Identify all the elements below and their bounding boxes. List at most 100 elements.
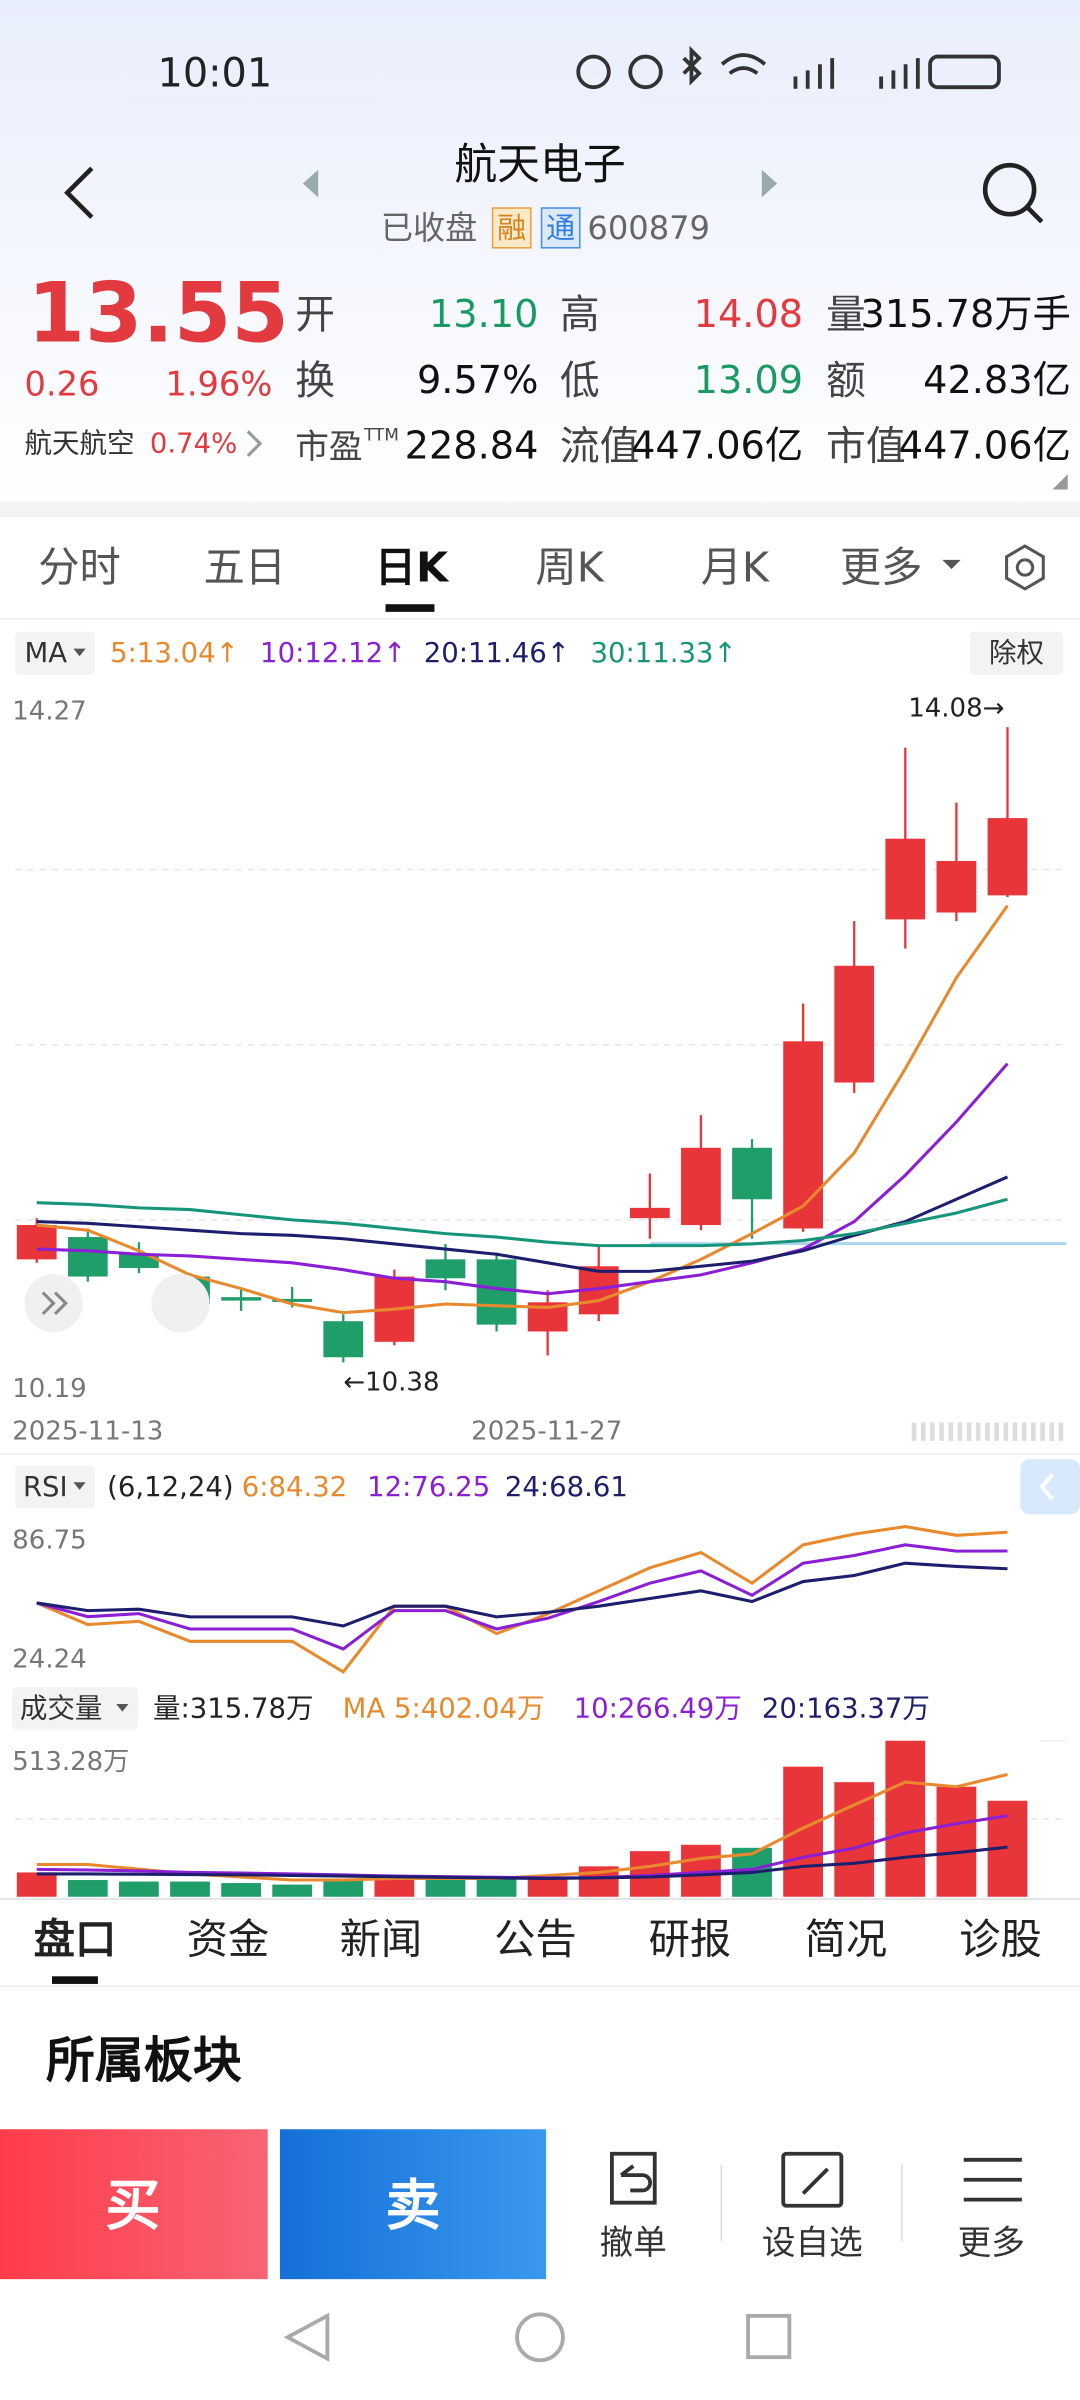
legend-item: 30:11.33↑ [590,637,736,669]
buy-button[interactable] [0,2129,268,2280]
candle-body [885,838,926,920]
tab[interactable]: 五日 [203,543,286,591]
indicator-box[interactable] [12,1687,138,1731]
volume-bar [936,1786,977,1897]
volume-bar [170,1881,210,1897]
stat-value: 14.08 [694,293,803,337]
prev-stock[interactable] [302,169,319,198]
stat-value: 447.06亿 [631,425,803,469]
legend-item: 5:13.04↑ [110,637,239,669]
bottom-tab[interactable]: 新闻 [340,1916,423,1964]
legend-item: 24:68.61 [505,1471,628,1503]
volume-bar [119,1881,159,1897]
action-label[interactable]: 更多 [958,2223,1025,2262]
next-stock[interactable] [761,169,778,198]
candle-body [783,1041,824,1229]
rsi-line [36,1525,1008,1674]
stat-label: 换 [295,358,335,404]
candle-body [323,1321,364,1358]
grid [15,868,1067,1820]
dropdown [73,1482,86,1490]
bottom-tab[interactable]: 公告 [494,1916,577,1964]
expand-icon [41,1291,68,1316]
stat-value: 315.78万手 [861,293,1071,337]
price: 13.55 [28,266,289,362]
tab[interactable]: 分时 [38,543,121,591]
ma-line [36,904,1009,1315]
stat-label: 开 [295,292,335,338]
clock: 10:01 [158,50,273,96]
stock-name: 航天电子 [454,140,625,190]
date-label: 2025-11-27 [471,1417,622,1447]
bottom-tab[interactable]: 简况 [805,1916,888,1964]
stat-label: 流值 [560,424,640,470]
stat-value: 42.83亿 [923,359,1071,403]
max-label: 14.08→ [908,694,1004,724]
corner [1052,474,1068,490]
candle-body [629,1207,670,1219]
tab[interactable]: 日K [375,543,450,591]
section-title: 所属板块 [46,2032,242,2089]
indicator: RSI [23,1471,68,1503]
stat-label: 市值 [826,424,906,470]
tag-box [491,207,532,249]
action-label[interactable]: 设自选 [762,2223,863,2262]
bottom-tab[interactable]: 研报 [649,1916,732,1964]
candle-body [681,1147,721,1226]
volume-bar [67,1880,108,1897]
indicator-box[interactable] [15,631,95,675]
bottom-tab[interactable]: 盘口 [34,1916,117,1964]
current-volume: 量:315.78万 [153,1693,314,1725]
stat-label: 量 [826,292,866,338]
bottom-tab[interactable]: 资金 [187,1916,270,1964]
divider [0,1898,1080,1900]
divider [0,617,1080,620]
sector[interactable]: 航天航空 [24,428,134,460]
indicator-box[interactable] [15,1465,95,1509]
change-pct: 1.96% [165,364,272,403]
side-tab[interactable] [1020,1459,1080,1515]
change: 0.26 [24,364,99,403]
crop-button[interactable] [151,1274,210,1333]
volume-bar [221,1883,261,1897]
candle-body [221,1297,261,1301]
legend-item: 12:76.25 [367,1471,490,1503]
tab-indicator [385,604,435,612]
tab[interactable]: 月K [701,543,770,591]
divider [901,2164,903,2241]
candle-body [272,1298,313,1302]
y-label: 14.27 [12,696,86,726]
candle-body [476,1259,517,1325]
search-button[interactable] [982,162,1044,224]
stat-value: 447.06亿 [899,425,1071,469]
y-label: 24.24 [12,1645,86,1675]
rsi-line [36,1561,1008,1628]
adjust: 除权 [989,637,1044,669]
stat-value: 13.10 [429,293,538,337]
y-label: 86.75 [12,1525,86,1555]
tab[interactable]: 更多 [840,543,923,591]
volume-bar [476,1878,517,1897]
chevron [246,430,263,457]
adjust-box[interactable] [969,631,1064,675]
legend-item: 20:163.37万 [762,1693,930,1725]
ma-line [36,1197,1008,1248]
action-label[interactable]: 撤单 [600,2223,667,2262]
volume-bar [885,1740,926,1897]
stat-label-sup: TTM [363,424,399,444]
sell-button[interactable] [279,2129,547,2280]
volume-bar [834,1782,875,1897]
sell-label: 卖 [386,2174,441,2238]
candle-body [834,965,875,1083]
candle-body [16,1225,57,1260]
stat-value: 228.84 [405,425,539,469]
buy-label: 买 [106,2174,161,2238]
back-button[interactable] [64,166,94,219]
stat-label: 市盈 [295,427,362,466]
tab[interactable]: 周K [535,543,604,591]
settings[interactable] [1005,544,1045,591]
bottom-tab[interactable]: 诊股 [959,1916,1042,1964]
rsi-line [36,1543,1008,1651]
volume-ma-line [36,1845,1008,1881]
